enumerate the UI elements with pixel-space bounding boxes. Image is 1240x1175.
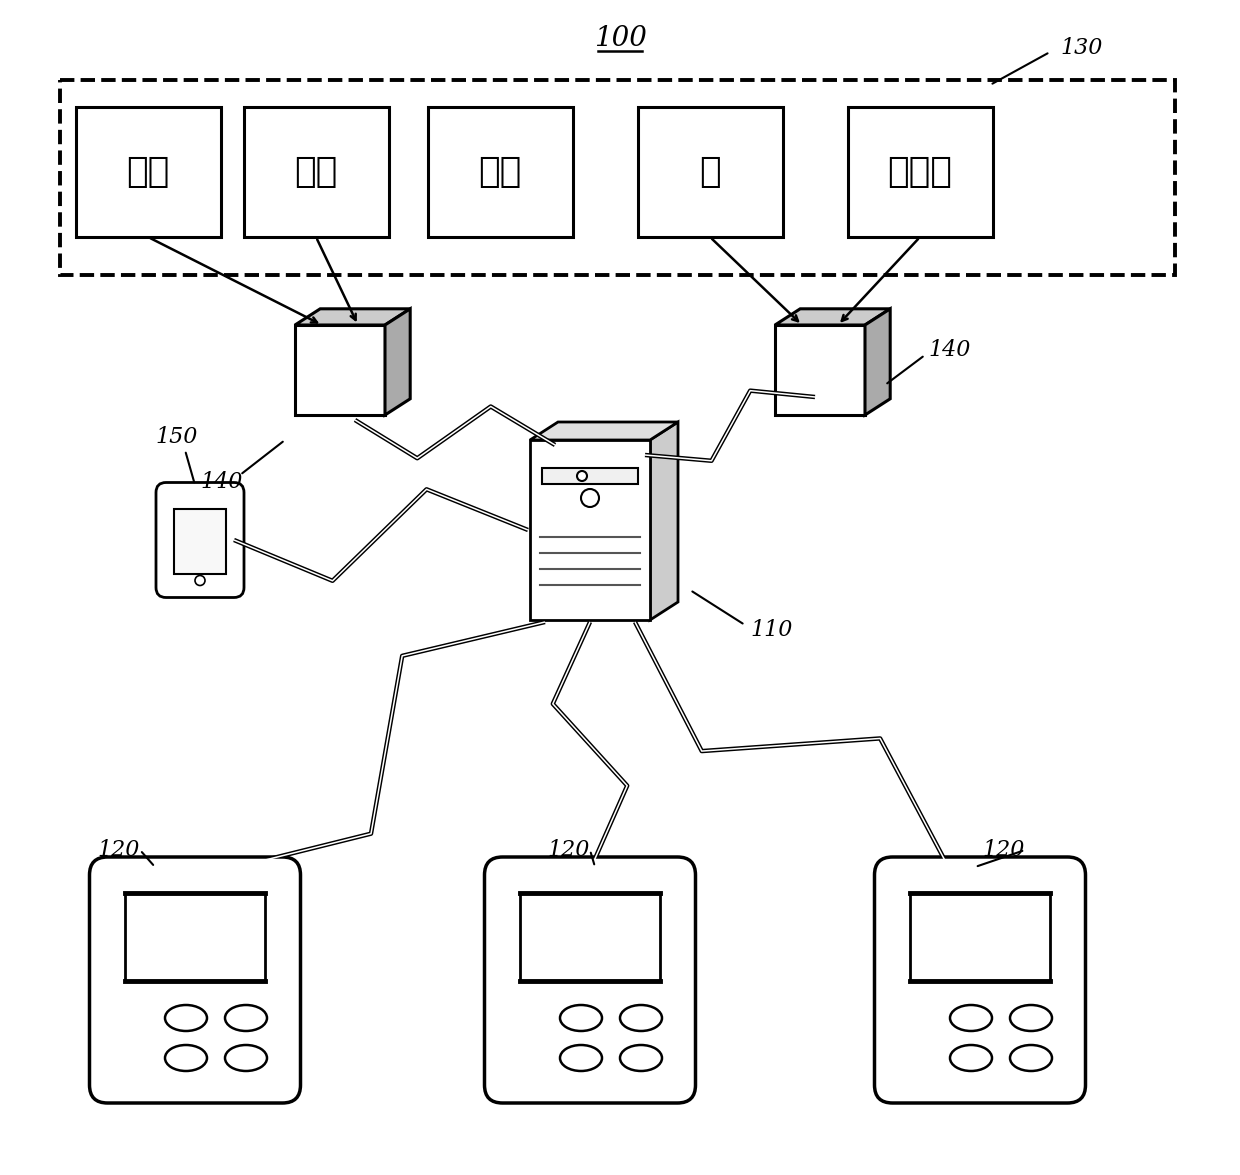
- Ellipse shape: [950, 1045, 992, 1070]
- Text: 空调: 空调: [294, 155, 337, 189]
- Bar: [243, 107, 388, 237]
- Text: 150: 150: [155, 427, 197, 448]
- FancyBboxPatch shape: [89, 857, 300, 1103]
- Bar: [542, 468, 639, 484]
- Text: 100: 100: [594, 25, 646, 52]
- Polygon shape: [295, 325, 384, 415]
- Bar: [76, 107, 221, 237]
- Ellipse shape: [1011, 1005, 1052, 1030]
- FancyBboxPatch shape: [874, 857, 1085, 1103]
- Polygon shape: [384, 309, 410, 415]
- Polygon shape: [775, 325, 866, 415]
- Ellipse shape: [950, 1005, 992, 1030]
- Ellipse shape: [165, 1045, 207, 1070]
- Polygon shape: [775, 309, 890, 325]
- Bar: [174, 509, 226, 573]
- Circle shape: [195, 576, 205, 585]
- Text: 130: 130: [1060, 36, 1102, 59]
- Bar: [60, 80, 1176, 275]
- Text: 140: 140: [928, 340, 971, 361]
- Bar: [428, 107, 573, 237]
- Bar: [637, 107, 782, 237]
- Bar: [847, 107, 992, 237]
- Text: 120: 120: [982, 839, 1024, 861]
- Ellipse shape: [224, 1005, 267, 1030]
- Circle shape: [577, 471, 587, 481]
- Bar: [910, 893, 1050, 981]
- Bar: [125, 893, 265, 981]
- FancyBboxPatch shape: [156, 483, 244, 598]
- Ellipse shape: [1011, 1045, 1052, 1070]
- Ellipse shape: [620, 1045, 662, 1070]
- Ellipse shape: [560, 1045, 601, 1070]
- FancyBboxPatch shape: [485, 857, 696, 1103]
- Text: 空调: 空调: [126, 155, 170, 189]
- Polygon shape: [866, 309, 890, 415]
- Bar: [529, 439, 650, 620]
- Text: 120: 120: [547, 839, 589, 861]
- Text: 110: 110: [750, 619, 792, 642]
- Polygon shape: [295, 309, 410, 325]
- Ellipse shape: [560, 1005, 601, 1030]
- Text: 灯: 灯: [699, 155, 720, 189]
- Ellipse shape: [620, 1005, 662, 1030]
- Polygon shape: [529, 422, 678, 439]
- Circle shape: [582, 489, 599, 506]
- Ellipse shape: [165, 1005, 207, 1030]
- Text: 传感器: 传感器: [888, 155, 952, 189]
- Text: 140: 140: [200, 471, 242, 493]
- Ellipse shape: [224, 1045, 267, 1070]
- Bar: [520, 893, 660, 981]
- Text: 窜帘: 窜帘: [479, 155, 522, 189]
- Polygon shape: [650, 422, 678, 620]
- Text: 120: 120: [97, 839, 139, 861]
